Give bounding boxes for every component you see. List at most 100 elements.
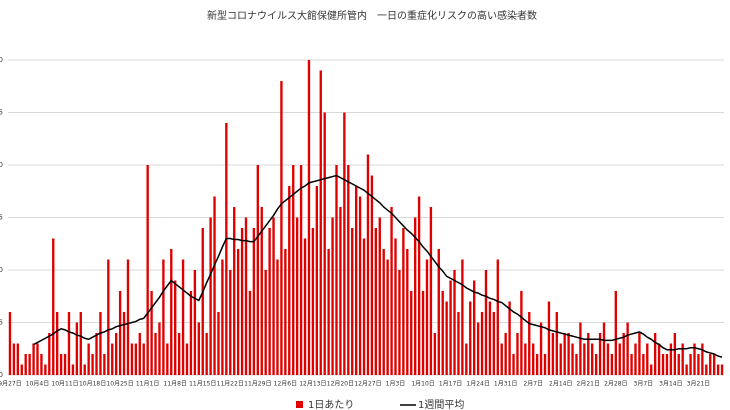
bar [650,364,653,375]
bar [233,207,236,375]
x-tick-label: 11月8日 [163,381,186,388]
bar [280,81,283,375]
bar [705,364,708,375]
bar [252,228,256,375]
x-tick-label: 1月24日 [466,381,489,388]
bar [48,333,51,375]
x-tick-label: 10月11日 [51,381,78,388]
bar [189,291,193,375]
bar [150,291,153,375]
bar [653,333,657,375]
legend-label: 1週間平均 [418,399,464,410]
x-tick-label: 10月25日 [106,381,133,388]
x-tick-label: 2月14日 [549,381,572,388]
bar [413,217,417,375]
bar [437,249,440,375]
bar [307,60,311,375]
bar [142,343,145,375]
bar [697,354,700,375]
bar [476,322,480,375]
bar [103,354,106,375]
bar [657,343,661,375]
bar [378,217,381,375]
bar [272,217,275,375]
chart-title: 新型コロナウイルス大館保健所管内 一日の重症化リスクの高い感染者数 [207,9,537,22]
bar [492,312,496,375]
bar [693,343,696,375]
x-tick-label: 3月7日 [634,381,654,388]
bar [40,354,43,375]
legend-label: 1日あたり [308,399,354,410]
bar [579,322,582,375]
bar [331,217,334,375]
bar [99,312,102,375]
bar [16,343,20,375]
bar [177,333,181,375]
y-tick-label: 10 [0,266,3,274]
bar [75,322,79,375]
x-tick-label: 12月13日 [299,381,326,388]
x-tick-label: 11月29日 [244,381,271,388]
bar [276,259,279,375]
bar [543,354,547,375]
bar [701,343,704,375]
x-tick-label: 9月27日 [0,381,22,388]
bar [716,364,720,375]
bar [244,217,248,375]
bar [217,312,220,375]
bar [473,280,476,375]
bar [528,312,531,375]
bar [661,354,665,375]
bar [524,343,527,375]
x-tick-label: 12月20日 [327,381,354,388]
bar [555,312,558,375]
bar [8,312,12,375]
bar [382,249,385,375]
bar [240,228,244,375]
bar [410,291,413,375]
x-tick-label: 12月27日 [354,381,381,388]
bar [417,196,421,375]
bar [32,343,35,375]
bar [115,333,118,375]
bar [453,270,456,375]
bar [520,291,523,375]
bar [201,228,204,375]
bar [347,165,350,375]
bar [720,364,724,375]
bar [292,165,295,375]
bar [146,165,149,375]
bar [366,154,370,375]
bar [689,354,692,375]
bar [118,291,122,375]
bar [535,354,539,375]
bar [646,343,649,375]
bar [268,228,271,375]
x-tick-label: 1月31日 [494,381,517,388]
x-tick-label: 11月1日 [136,381,159,388]
bar [563,333,566,375]
bar [335,165,338,375]
bar [488,301,492,375]
bar [504,333,507,375]
bar [441,291,444,375]
bar [575,354,578,375]
bar [598,333,602,375]
bar [421,291,425,375]
y-tick-label: 30 [0,56,3,64]
bar [610,354,614,375]
bar [532,343,535,375]
legend-swatch [296,401,303,408]
x-tick-label: 11月22日 [217,381,244,388]
y-tick-label: 15 [0,214,3,222]
bar [571,343,574,375]
bar [229,270,232,375]
bar [425,259,429,375]
bar [358,196,362,375]
bar [354,186,358,375]
bar [516,333,519,375]
bar [303,238,307,375]
x-tick-label: 3月21日 [687,381,710,388]
x-tick-label: 2月7日 [523,381,543,388]
